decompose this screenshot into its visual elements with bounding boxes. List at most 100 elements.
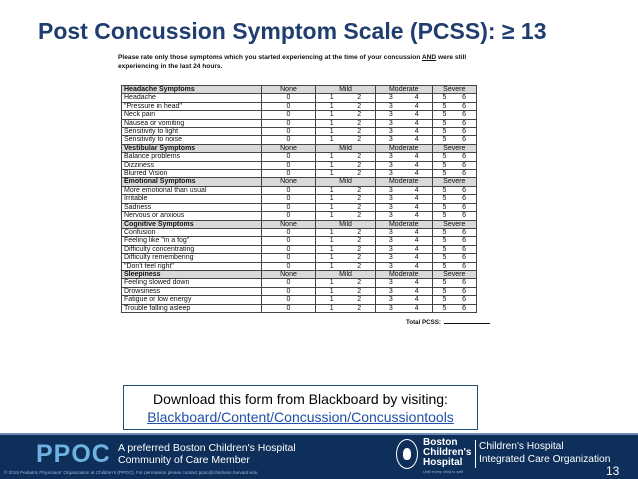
score-value: 1 — [329, 153, 334, 161]
score-value: 5 — [442, 170, 447, 178]
score-none: 0 — [261, 227, 316, 238]
score-value: 3 — [388, 203, 393, 211]
score-value: 2 — [357, 287, 362, 295]
symptom-row: Blurred Vision 0 1 2 3 4 5 6 — [121, 169, 478, 179]
symptom-row: Difficulty remembering 0 1 2 3 4 5 6 — [121, 253, 478, 263]
header-severe: Severe — [431, 143, 478, 154]
symptom-label: Drowsiness — [121, 286, 262, 297]
score-value: 5 — [442, 136, 447, 144]
score-value: 6 — [462, 161, 467, 169]
section-title: Vestibular Symptoms — [121, 143, 262, 154]
score-none: 0 — [261, 295, 316, 305]
symptom-label: More emotional than usual — [121, 185, 262, 196]
score-value: 3 — [388, 262, 393, 270]
header-none: None — [261, 84, 316, 95]
header-severe: Severe — [431, 219, 478, 229]
score-value: 3 — [388, 186, 393, 194]
blackboard-link[interactable]: Blackboard/Content/Concussion/Concussion… — [147, 409, 454, 425]
score-value: 5 — [442, 245, 447, 253]
score-value: 5 — [442, 237, 447, 245]
symptom-row: Sensitivity to noise 0 1 2 3 4 5 6 — [121, 135, 478, 145]
symptom-label: Feeling slowed down — [121, 278, 262, 288]
score-value: 4 — [414, 228, 419, 236]
symptom-row: Headache 0 1 2 3 4 5 6 — [121, 93, 478, 103]
tagline-line-1: A preferred Boston Children's Hospital — [118, 442, 296, 454]
symptom-label: Difficulty remembering — [121, 253, 262, 263]
page-number: 13 — [606, 464, 620, 478]
symptom-row: Sadness 0 1 2 3 4 5 6 — [121, 202, 478, 213]
score-value: 3 — [388, 287, 393, 295]
score-value: 4 — [414, 136, 419, 144]
score-value: 6 — [462, 102, 467, 110]
score-value: 4 — [414, 262, 419, 270]
score-value: 6 — [462, 170, 467, 178]
score-value: 3 — [388, 119, 393, 127]
score-none: 0 — [261, 211, 316, 221]
score-value: 4 — [414, 153, 419, 161]
score-value: 2 — [357, 186, 362, 194]
symptom-label: Trouble falling asleep — [121, 303, 262, 313]
score-value: 6 — [462, 237, 467, 245]
score-value: 1 — [329, 287, 334, 295]
header-severe: Severe — [431, 269, 478, 280]
score-value: 1 — [329, 262, 334, 270]
score-value: 3 — [388, 237, 393, 245]
score-value: 3 — [388, 153, 393, 161]
score-value: 6 — [462, 203, 467, 211]
score-value: 4 — [414, 212, 419, 220]
score-value: 5 — [442, 153, 447, 161]
score-value: 1 — [329, 212, 334, 220]
symptom-row: Feeling like "in a fog" 0 1 2 3 4 5 6 — [121, 236, 478, 246]
score-value: 5 — [442, 212, 447, 220]
symptom-row: Fatigue or low energy 0 1 2 3 4 5 6 — [121, 295, 478, 305]
section-title: Sleepiness — [121, 269, 262, 280]
download-callout: Download this form from Blackboard by vi… — [123, 385, 478, 430]
score-value: 2 — [357, 161, 362, 169]
score-value: 4 — [414, 119, 419, 127]
score-value: 5 — [442, 228, 447, 236]
score-value: 1 — [329, 228, 334, 236]
symptom-label: Sensitivity to light — [121, 127, 262, 137]
header-moderate: Moderate — [375, 143, 433, 154]
slide-title: Post Concussion Symptom Scale (PCSS): ≥ … — [38, 18, 547, 44]
symptom-row: Irritable 0 1 2 3 4 5 6 — [121, 194, 478, 204]
score-value: 5 — [442, 119, 447, 127]
ico-logo-text: Children's Hospital Integrated Care Orga… — [479, 440, 624, 466]
